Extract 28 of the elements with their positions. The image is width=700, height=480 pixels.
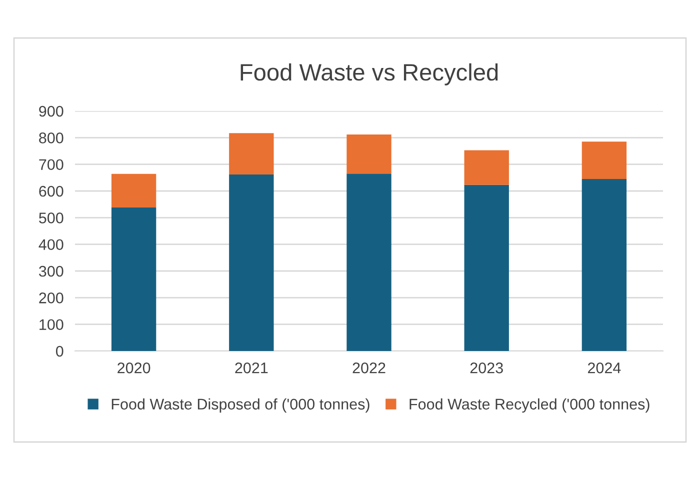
bar (582, 142, 627, 179)
y-tick-label: 0 (56, 346, 64, 357)
y-tick-label: 700 (39, 159, 64, 170)
y-tick-label: 800 (39, 132, 64, 144)
x-tick-label: 2020 (118, 362, 150, 374)
bar (464, 184, 509, 351)
bar (111, 208, 156, 351)
legend-label: Food Waste Disposed of ('000 tonnes) (112, 398, 370, 413)
y-tick-label: 300 (38, 266, 64, 277)
y-tick-label: 600 (39, 186, 64, 197)
bar (346, 134, 392, 174)
bar (229, 174, 274, 351)
bar (464, 150, 509, 185)
bar (346, 174, 392, 351)
bar (229, 133, 274, 174)
bar (582, 179, 627, 351)
y-tick-label: 400 (38, 239, 64, 250)
legend-label: Food Waste Recycled ('000 tonnes) (410, 398, 650, 413)
y-tick-label: 100 (40, 319, 64, 330)
y-tick-label: 900 (39, 106, 64, 117)
y-tick-label: 500 (39, 212, 64, 224)
bar (111, 174, 156, 208)
x-tick-label: 2024 (588, 362, 621, 374)
y-tick-label: 200 (39, 292, 64, 304)
chart-title: Food Waste vs Recycled (240, 63, 498, 86)
x-tick-label: 2023 (470, 362, 503, 374)
x-tick-label: 2021 (235, 362, 268, 374)
x-tick-label: 2022 (352, 362, 386, 374)
